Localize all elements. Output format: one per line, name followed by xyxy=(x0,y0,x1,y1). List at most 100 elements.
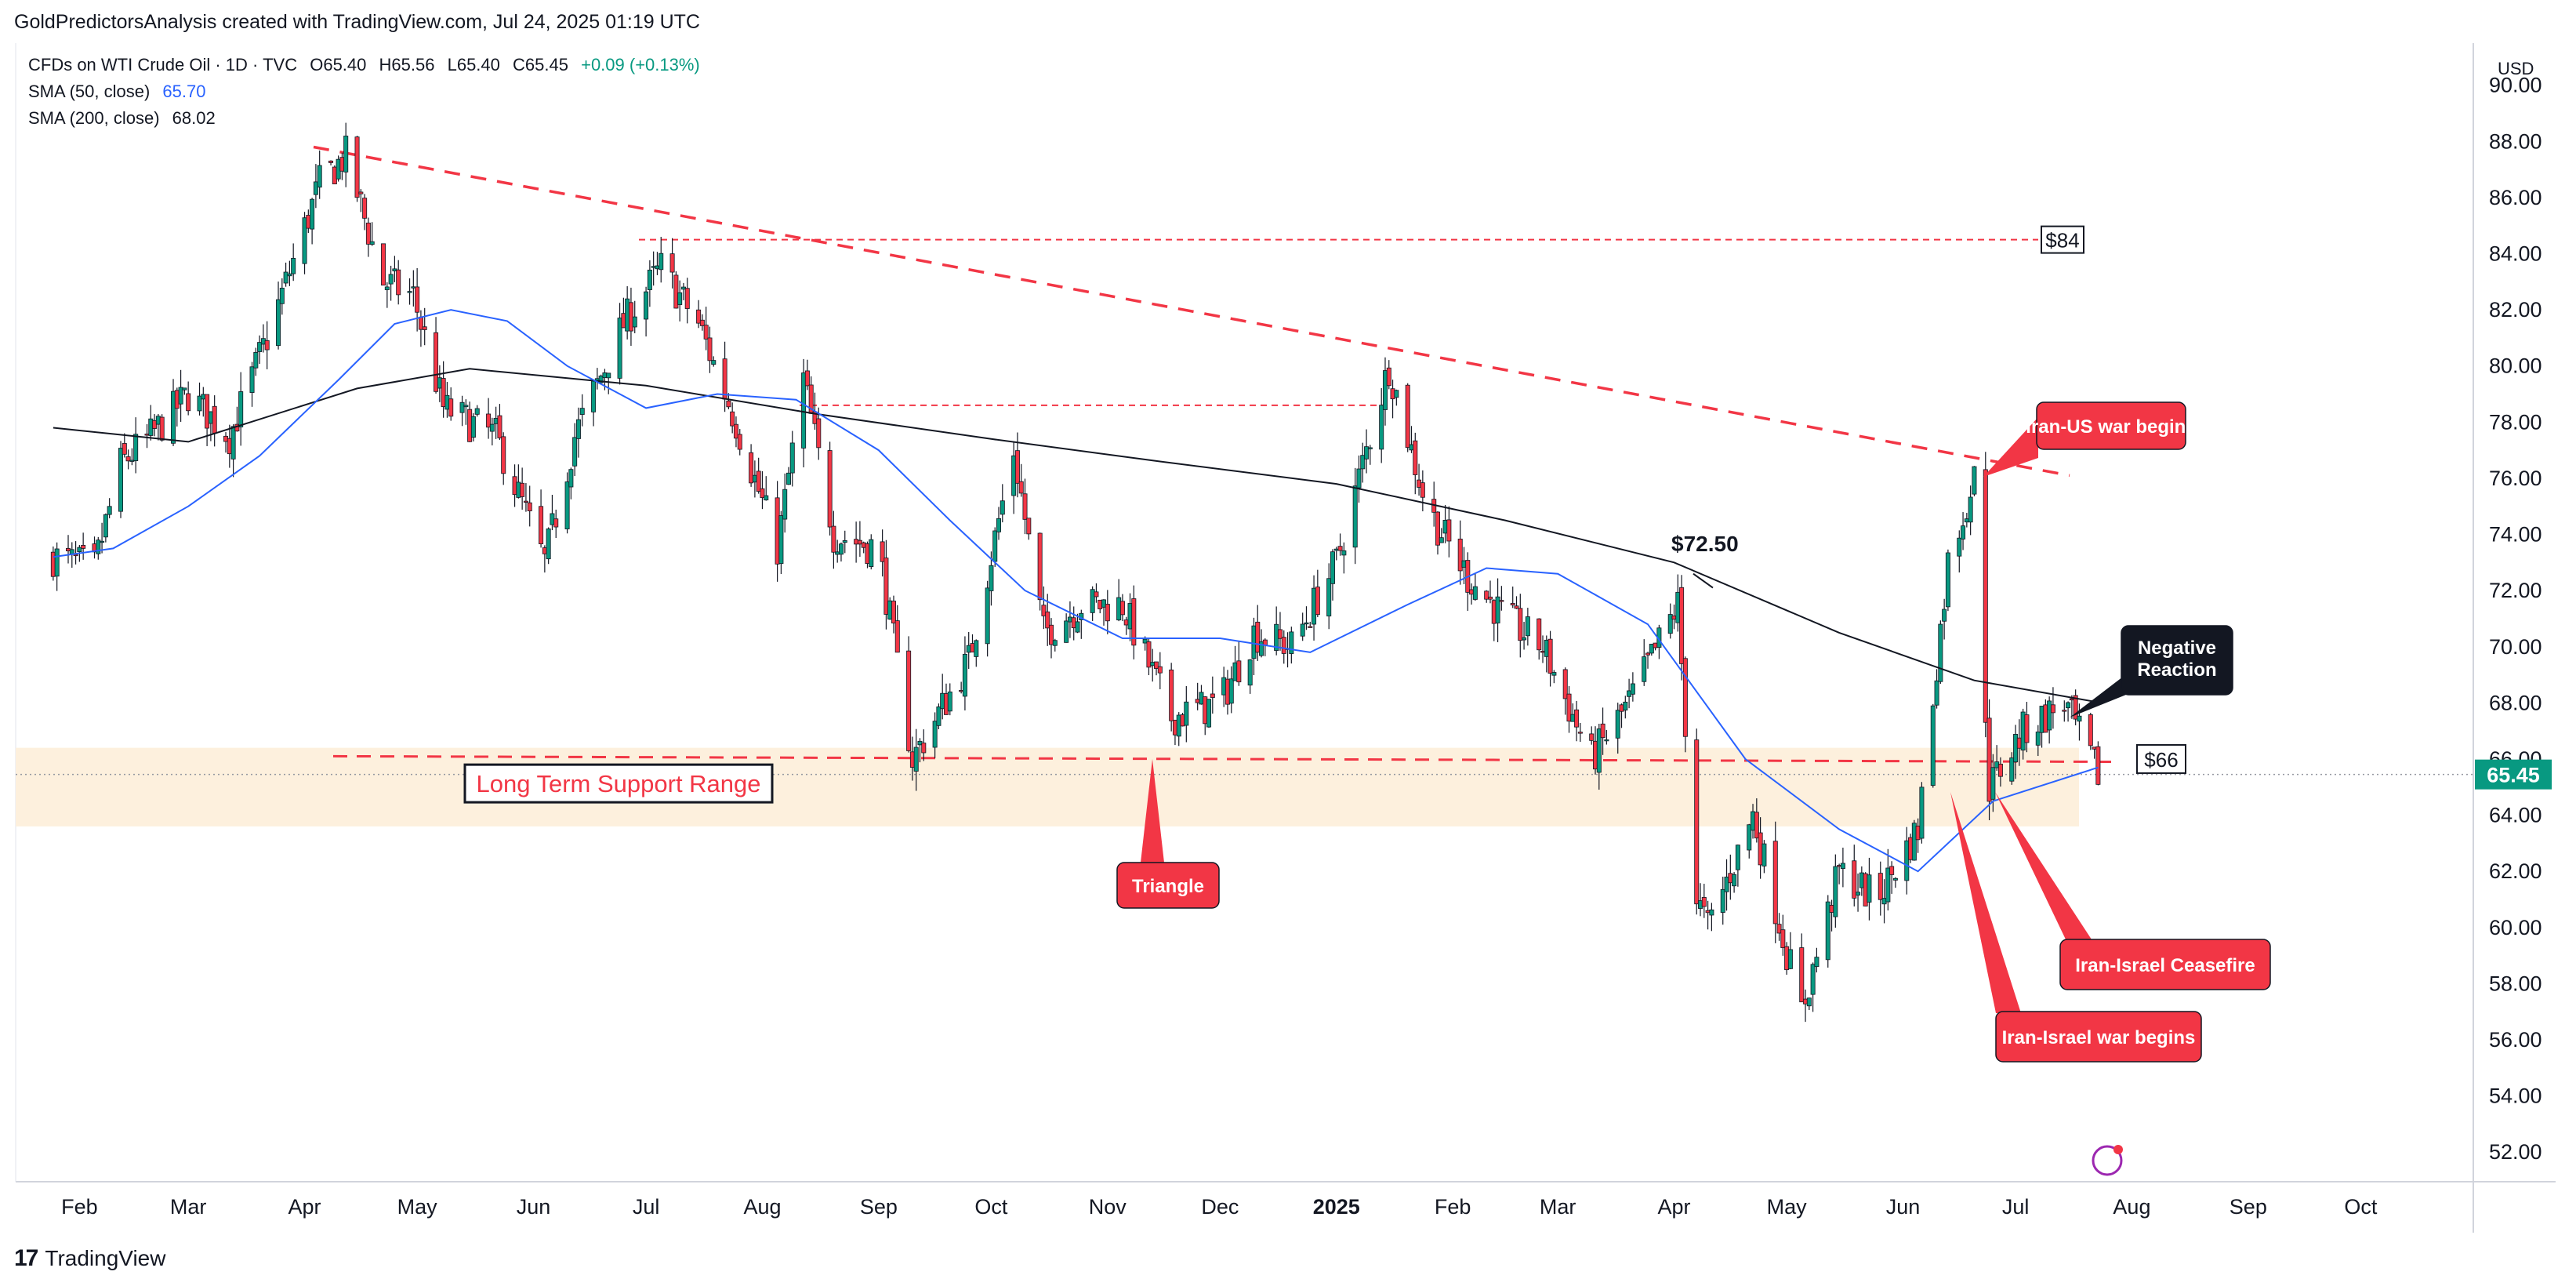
legend-sma200[interactable]: SMA (200, close) 68.02 xyxy=(28,108,223,129)
candle-up xyxy=(1623,701,1628,711)
candle-down xyxy=(1488,596,1493,600)
candle-down xyxy=(1154,661,1159,669)
iran-us-callout-text: Iran-US war begins xyxy=(2026,416,2196,438)
legend-sma50-label: SMA (50, close) xyxy=(28,82,151,101)
candle-down xyxy=(699,319,705,326)
candle-down xyxy=(497,415,503,438)
candle-down xyxy=(212,405,217,434)
ceasefire-callout-text: Iran-Israel Ceasefire xyxy=(2075,955,2255,976)
candle-up xyxy=(302,217,307,264)
tradingview-logo-icon: 17 xyxy=(14,1245,38,1271)
candle-up xyxy=(1885,867,1891,903)
candle-up xyxy=(1825,901,1830,961)
triangle-pointer xyxy=(1141,758,1164,863)
label-7250-pointer xyxy=(1693,572,1714,589)
candle-down xyxy=(883,558,889,615)
last-price-tag xyxy=(2475,759,2552,790)
candle-up xyxy=(118,448,124,512)
candle-down xyxy=(1037,532,1043,601)
candle-up xyxy=(1356,468,1362,489)
candle-up xyxy=(230,426,236,460)
iran-israel-callout-box[interactable] xyxy=(1995,1011,2202,1063)
candle-down xyxy=(816,418,822,449)
candle-down xyxy=(1315,587,1320,616)
candle-up xyxy=(1990,767,1996,800)
candle-down xyxy=(1405,384,1410,449)
legend-change: +0.09 (+0.13%) xyxy=(581,55,700,74)
y-tick-label: 52.00 xyxy=(2489,1140,2542,1164)
candle-up xyxy=(838,543,844,555)
triangle-callout-box[interactable] xyxy=(1116,862,1220,909)
candle-down xyxy=(804,370,810,387)
candle-up xyxy=(579,408,585,415)
last-price-value: 65.45 xyxy=(2487,764,2540,787)
candle-up xyxy=(103,514,108,538)
candle-up xyxy=(1228,678,1234,704)
ceasefire-callout-box[interactable] xyxy=(2059,939,2271,990)
candle-down xyxy=(2024,714,2030,743)
candle-down xyxy=(520,482,525,497)
candle-down xyxy=(396,269,401,296)
candle-up xyxy=(1259,641,1264,656)
candle-up xyxy=(1382,370,1388,410)
candle-up xyxy=(1300,623,1305,637)
candle-up xyxy=(343,136,349,173)
negative-reaction-callout-box[interactable] xyxy=(2121,625,2233,696)
candle-up xyxy=(1968,496,1973,523)
candle-down xyxy=(125,456,131,462)
candle-up xyxy=(936,707,942,726)
candle-down xyxy=(857,539,862,545)
iran-us-callout-box[interactable] xyxy=(2036,401,2186,450)
legend-sma200-label: SMA (200, close) xyxy=(28,108,160,128)
candle-up xyxy=(801,372,807,449)
candle-down xyxy=(122,443,127,455)
candle-up xyxy=(785,472,791,485)
candle-up xyxy=(1942,608,1947,622)
support-range-band xyxy=(16,747,2079,826)
candle-up xyxy=(1472,586,1478,600)
candle-up xyxy=(1806,997,1812,1007)
y-tick-label: 86.00 xyxy=(2489,186,2542,209)
x-tick-label: Apr xyxy=(288,1195,321,1219)
iran-us-pointer xyxy=(1983,417,2038,477)
notification-dot-icon xyxy=(2113,1145,2123,1154)
candle-up xyxy=(276,299,281,347)
candle-down xyxy=(365,222,371,245)
candle-down xyxy=(1510,603,1515,605)
candle-down xyxy=(1852,860,1857,899)
candle-down xyxy=(703,325,709,340)
candle-down xyxy=(354,136,360,198)
candle-down xyxy=(1694,739,1700,905)
candle-up xyxy=(279,287,285,304)
candle-up xyxy=(659,252,664,271)
y-tick-label: 78.00 xyxy=(2489,410,2542,434)
candle-up xyxy=(1630,683,1635,695)
legend-low: L65.40 xyxy=(447,55,500,74)
candle-down xyxy=(2095,746,2101,785)
lightning-icon[interactable] xyxy=(2092,1145,2123,1176)
candle-up xyxy=(310,198,315,230)
candle-up xyxy=(606,372,611,379)
candle-up xyxy=(869,539,874,568)
iran-israel-pointer xyxy=(1950,792,2021,1013)
candle-down xyxy=(1386,367,1391,387)
candle-up xyxy=(1206,699,1212,728)
candle-down xyxy=(523,500,528,503)
candle-up xyxy=(1787,949,1793,969)
legend-sma50[interactable]: SMA (50, close) 65.70 xyxy=(28,82,213,102)
candle-down xyxy=(1281,637,1286,654)
candle-down xyxy=(1420,482,1425,498)
candle-up xyxy=(1075,621,1080,633)
candle-down xyxy=(264,340,270,351)
footer-brand[interactable]: 17 TradingView xyxy=(14,1245,165,1272)
candle-up xyxy=(1867,874,1872,903)
candle-up xyxy=(1247,659,1253,686)
candle-down xyxy=(1337,546,1343,551)
candle-down xyxy=(1255,621,1261,653)
candle-down xyxy=(1119,601,1125,616)
candle-up xyxy=(287,273,292,277)
candle-up xyxy=(197,395,202,412)
y-tick-label: 88.00 xyxy=(2489,129,2542,153)
candle-down xyxy=(73,554,78,557)
